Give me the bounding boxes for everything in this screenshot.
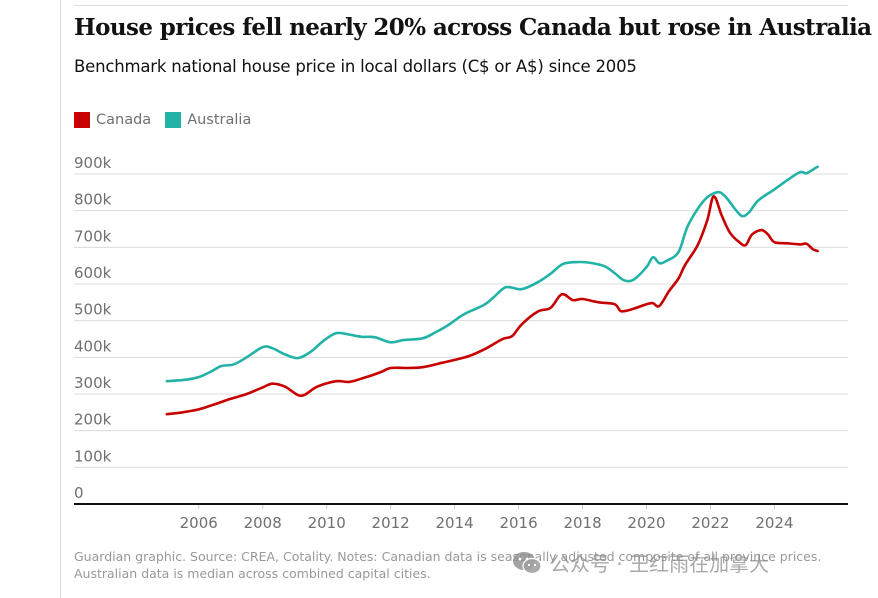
x-tick-label: 2006 — [180, 514, 218, 532]
top-rule — [74, 5, 848, 6]
left-border — [60, 0, 61, 598]
x-tick-label: 2022 — [691, 514, 729, 532]
legend-label-canada: Canada — [96, 112, 152, 128]
y-tick-label: 800k — [74, 191, 112, 209]
x-tick-label: 2020 — [627, 514, 665, 532]
chart-subtitle: Benchmark national house price in local … — [74, 57, 637, 76]
chart-title: House prices fell nearly 20% across Cana… — [74, 14, 872, 41]
y-tick-label: 500k — [74, 301, 112, 319]
legend-label-australia: Australia — [187, 112, 252, 128]
x-tick-label: 2008 — [244, 514, 282, 532]
legend: Canada Australia — [74, 112, 265, 128]
x-tick-label: 2012 — [372, 514, 410, 532]
x-tick-label: 2024 — [755, 514, 793, 532]
source-note: Guardian graphic. Source: CREA, Cotality… — [74, 549, 822, 581]
series-line-australia — [165, 165, 819, 383]
y-tick-label: 100k — [74, 447, 112, 465]
x-tick-label: 2018 — [563, 514, 601, 532]
legend-swatch-australia — [165, 112, 182, 128]
x-tick-label: 2014 — [436, 514, 474, 532]
x-tick-label: 2010 — [308, 514, 346, 532]
y-tick-label: 200k — [74, 411, 112, 429]
y-tick-label: 400k — [74, 337, 112, 355]
y-tick-label: 900k — [74, 154, 112, 172]
y-tick-label: 0 — [74, 484, 84, 502]
x-tick-label: 2016 — [499, 514, 537, 532]
y-tick-label: 600k — [74, 264, 112, 282]
legend-item-australia: Australia — [165, 112, 251, 128]
watermark: 公众号 · 王红雨在加拿大 — [512, 548, 769, 577]
y-tick-label: 700k — [74, 227, 112, 245]
series-line-canada — [165, 195, 819, 416]
y-tick-label: 300k — [74, 374, 112, 392]
legend-swatch-canada — [74, 112, 90, 128]
wechat-icon — [513, 551, 542, 574]
legend-item-canada: Canada — [74, 112, 151, 128]
watermark-text: 公众号 · 王红雨在加拿大 — [550, 552, 770, 576]
